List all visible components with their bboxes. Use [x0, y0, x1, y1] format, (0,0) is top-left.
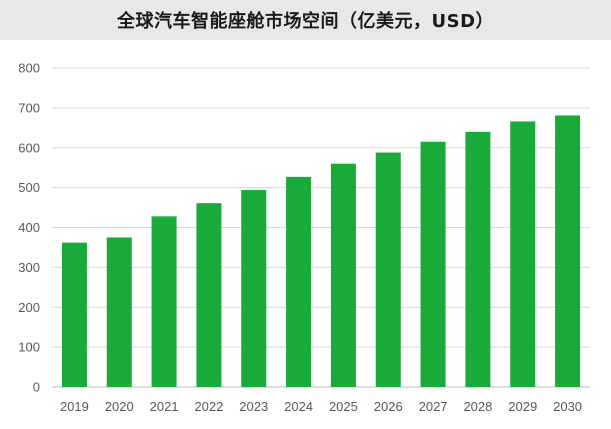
x-tick-label: 2022	[194, 399, 223, 414]
x-tick-label: 2024	[284, 399, 313, 414]
x-tick-label: 2021	[150, 399, 179, 414]
y-tick-label: 100	[18, 340, 40, 355]
x-tick-label: 2020	[105, 399, 134, 414]
chart-title: 全球汽车智能座舱市场空间（亿美元，USD）	[116, 11, 495, 32]
bar	[241, 190, 267, 387]
x-tick-label: 2028	[463, 399, 492, 414]
x-tick-label: 2023	[239, 399, 268, 414]
y-tick-label: 400	[18, 220, 40, 235]
y-tick-label: 800	[18, 61, 40, 76]
y-tick-label: 600	[18, 140, 40, 155]
bar	[555, 115, 581, 388]
bar	[465, 131, 491, 387]
x-tick-label: 2019	[60, 399, 89, 414]
x-tick-label: 2029	[508, 399, 537, 414]
bar	[106, 237, 132, 387]
y-tick-label: 0	[33, 380, 40, 395]
x-tick-label: 2027	[419, 399, 448, 414]
x-tick-label: 2030	[553, 399, 582, 414]
y-tick-label: 500	[18, 180, 40, 195]
bar	[286, 176, 312, 387]
bar	[151, 216, 177, 387]
bar	[196, 203, 222, 387]
bar	[375, 152, 401, 387]
bar	[330, 163, 356, 387]
y-tick-label: 700	[18, 100, 40, 115]
chart-title-bar: 全球汽车智能座舱市场空间（亿美元，USD）	[0, 0, 611, 40]
bar	[61, 242, 87, 387]
x-tick-label: 2025	[329, 399, 358, 414]
x-tick-label: 2026	[374, 399, 403, 414]
bar	[510, 121, 536, 388]
y-tick-label: 200	[18, 300, 40, 315]
y-tick-label: 300	[18, 260, 40, 275]
bar	[420, 141, 446, 387]
